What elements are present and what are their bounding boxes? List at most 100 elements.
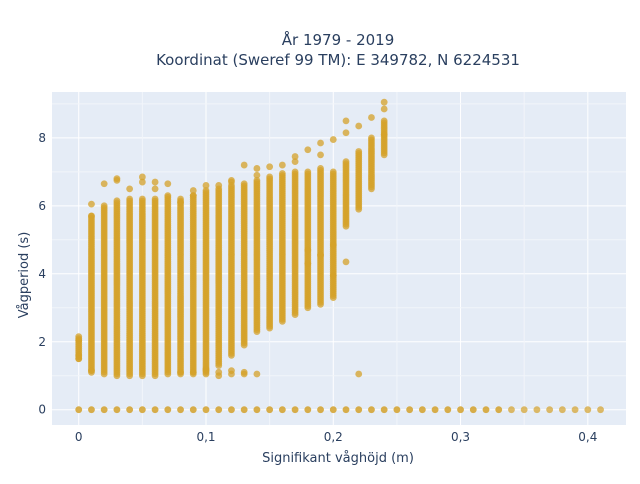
data-point <box>342 129 350 137</box>
data-point <box>495 406 503 414</box>
data-point <box>304 304 312 312</box>
data-point <box>151 372 159 380</box>
data-point <box>215 406 223 414</box>
data-point <box>100 180 108 188</box>
data-point <box>342 117 350 125</box>
data-point <box>151 178 159 186</box>
data-point <box>113 372 121 380</box>
data-point <box>329 272 337 279</box>
data-point <box>253 406 261 414</box>
data-column <box>291 168 299 318</box>
data-column <box>368 134 375 193</box>
data-point <box>317 151 324 159</box>
data-point <box>418 406 426 414</box>
data-point <box>164 180 172 188</box>
data-point <box>189 406 197 414</box>
plot-background <box>52 92 626 425</box>
data-point <box>228 176 235 184</box>
data-column <box>228 182 235 359</box>
data-point <box>126 406 134 414</box>
data-column <box>240 180 248 349</box>
data-point <box>571 406 579 414</box>
data-point <box>342 258 350 266</box>
data-point <box>278 161 286 169</box>
data-point <box>278 317 286 325</box>
data-point <box>329 241 337 249</box>
data-point <box>291 406 299 414</box>
data-point <box>342 406 350 414</box>
y-tick-label: 2 <box>38 335 46 349</box>
data-point <box>329 294 337 301</box>
data-point <box>177 368 184 376</box>
data-point <box>317 139 324 147</box>
data-point <box>151 406 159 414</box>
data-point <box>329 406 337 414</box>
x-tick-label: 0,1 <box>196 430 215 444</box>
y-axis-title: Vågperiod (s) <box>17 232 32 319</box>
chart-title-line1: År 1979 - 2019 <box>282 30 395 49</box>
x-tick-label: 0,3 <box>451 430 470 444</box>
data-point <box>75 406 83 414</box>
data-point <box>253 370 261 378</box>
data-point <box>508 406 515 414</box>
data-point <box>355 122 363 130</box>
x-tick-label: 0 <box>75 430 83 444</box>
data-point <box>215 362 223 369</box>
data-point <box>368 185 375 193</box>
data-point <box>88 212 95 220</box>
data-point <box>177 406 184 414</box>
data-column <box>253 176 261 335</box>
data-column <box>177 195 184 378</box>
data-point <box>151 185 159 193</box>
data-point <box>100 406 108 414</box>
data-point <box>164 370 172 378</box>
data-point <box>253 328 261 335</box>
data-point <box>126 372 134 380</box>
data-column <box>88 212 95 376</box>
data-point <box>329 136 337 143</box>
data-point <box>75 336 83 344</box>
data-point <box>215 368 223 376</box>
data-point <box>126 185 134 193</box>
data-column <box>215 185 223 369</box>
x-tick-label: 0,2 <box>324 430 343 444</box>
data-column <box>317 165 324 308</box>
data-point <box>546 406 554 414</box>
data-point <box>304 406 312 414</box>
data-point <box>291 311 299 318</box>
data-point <box>75 355 83 363</box>
data-point <box>266 324 274 332</box>
data-column <box>138 195 146 380</box>
data-point <box>584 406 592 414</box>
data-column <box>189 192 197 378</box>
y-tick-label: 8 <box>38 131 46 145</box>
data-point <box>138 173 146 181</box>
data-point <box>138 178 146 186</box>
data-point <box>380 105 388 113</box>
data-column <box>266 173 274 332</box>
data-point <box>138 372 146 380</box>
data-column <box>355 148 363 213</box>
data-point <box>380 151 388 159</box>
data-column <box>304 168 312 312</box>
data-point <box>202 182 210 189</box>
data-point <box>304 246 312 254</box>
data-point <box>189 368 197 376</box>
data-point <box>533 406 541 414</box>
data-point <box>355 205 363 213</box>
x-axis-title: Signifikant våghöjd (m) <box>262 451 414 466</box>
grid-lines <box>52 92 626 425</box>
data-point <box>202 406 210 414</box>
data-point <box>189 192 197 200</box>
data-column <box>202 187 210 376</box>
data-point <box>164 406 172 414</box>
data-point <box>380 131 388 138</box>
data-column <box>151 195 159 380</box>
data-column <box>113 197 121 380</box>
data-column <box>100 202 108 378</box>
chart-title-line2: Koordinat (Sweref 99 TM): E 349782, N 62… <box>156 51 520 69</box>
data-point <box>431 406 439 414</box>
data-point <box>380 98 388 106</box>
